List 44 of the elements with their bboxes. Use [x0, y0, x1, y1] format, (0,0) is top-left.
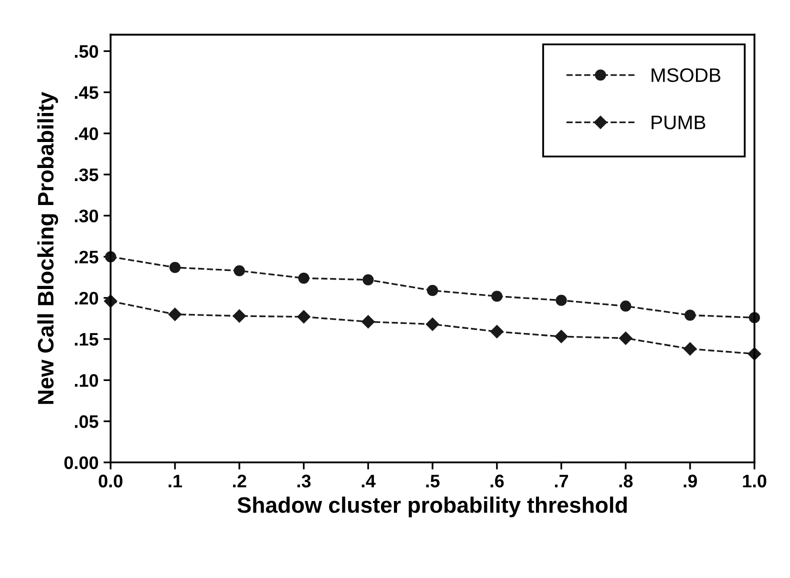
point — [362, 274, 374, 286]
x-axis-title: Shadow cluster probability threshold — [237, 496, 627, 518]
point — [620, 300, 632, 312]
x-tick-label: .2 — [233, 474, 246, 488]
point — [234, 265, 245, 276]
y-tick-label: .30 — [74, 210, 98, 222]
x-tick-label: .1 — [168, 474, 182, 488]
y-axis-title: New Call Blocking Probability — [37, 92, 58, 404]
point — [168, 308, 182, 321]
point — [684, 310, 696, 321]
point — [169, 262, 181, 274]
point — [232, 309, 246, 323]
y-tick-label: 0.00 — [64, 456, 98, 470]
y-tick-label: .45 — [74, 86, 98, 99]
y-tick-label: .20 — [74, 292, 98, 305]
x-tick-label: .3 — [297, 474, 311, 488]
x-tick-label: 1.0 — [743, 474, 766, 488]
point — [298, 272, 310, 284]
point — [490, 325, 504, 338]
y-tick-label: .15 — [74, 333, 98, 346]
x-tick-label: 0.0 — [98, 474, 122, 488]
point — [297, 310, 310, 324]
x-tick-label: .5 — [426, 474, 440, 488]
legend-label: PUMB — [652, 116, 706, 130]
x-tick-label: .4 — [362, 474, 376, 488]
y-tick-label: .40 — [74, 127, 98, 140]
point — [619, 332, 632, 345]
point — [683, 342, 697, 356]
y-tick-label: .05 — [74, 415, 98, 428]
x-tick-label: .8 — [619, 474, 633, 488]
y-tick-label: .25 — [74, 250, 98, 264]
point — [362, 315, 375, 328]
point — [554, 330, 568, 344]
legend-label: MSODB — [652, 68, 720, 82]
y-tick-label: .35 — [74, 168, 98, 182]
y-tick-label: .10 — [74, 374, 98, 387]
x-tick-label: .9 — [684, 474, 697, 488]
point — [556, 294, 567, 306]
x-tick-label: .6 — [490, 474, 504, 488]
y-tick-label: .50 — [74, 45, 98, 58]
point — [426, 318, 440, 331]
x-tick-label: .7 — [554, 474, 568, 488]
point — [491, 290, 502, 302]
point — [426, 284, 438, 296]
